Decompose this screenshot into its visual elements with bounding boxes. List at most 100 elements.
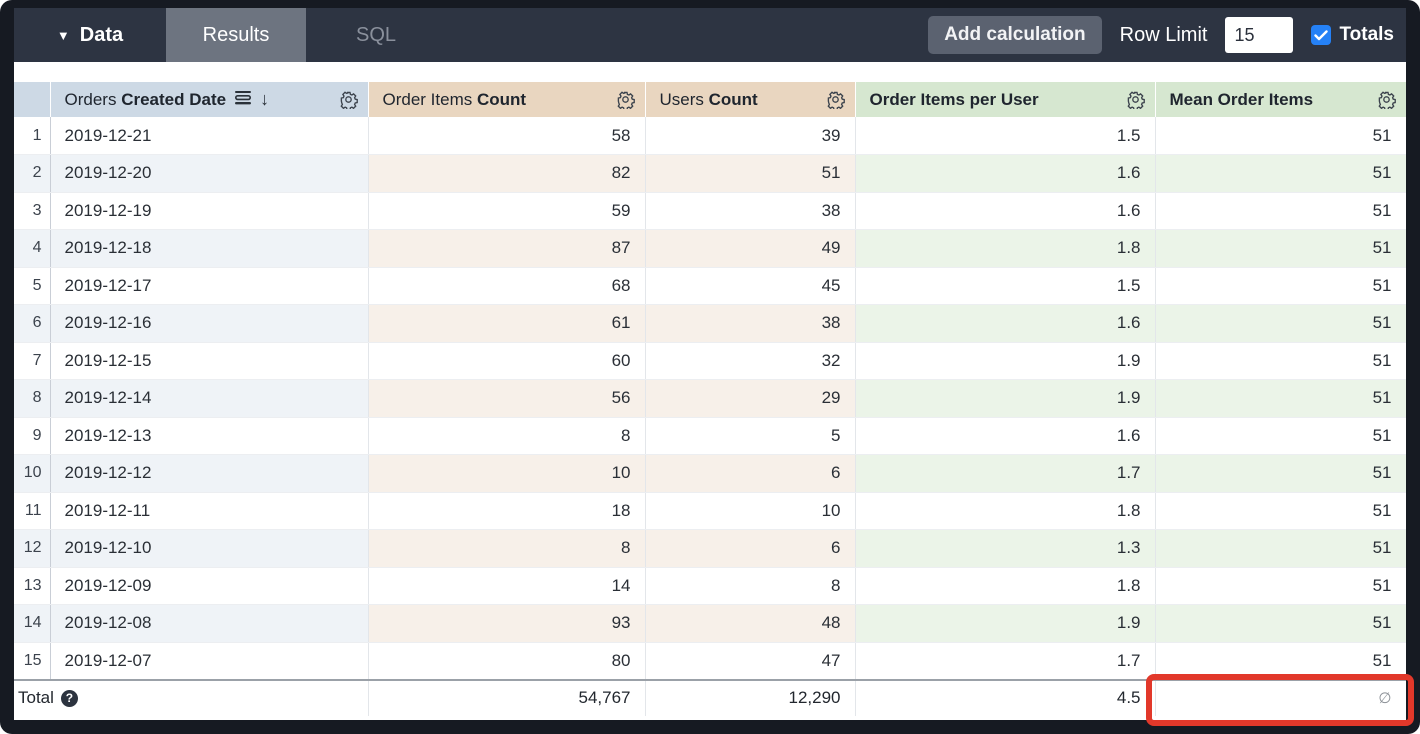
- cell-order-items-per-user[interactable]: 1.5: [855, 117, 1156, 155]
- cell-users-count[interactable]: 38: [645, 192, 856, 230]
- cell-order-items-per-user[interactable]: 1.8: [855, 229, 1156, 268]
- fill-fields-icon[interactable]: [234, 90, 252, 110]
- cell-users-count[interactable]: 48: [645, 604, 856, 643]
- cell-order-items-count[interactable]: 60: [368, 342, 646, 380]
- row-limit-input[interactable]: [1225, 17, 1294, 53]
- help-icon[interactable]: ?: [60, 689, 78, 707]
- cell-order-items-per-user[interactable]: 1.9: [855, 379, 1156, 418]
- cell-order-items-per-user[interactable]: 1.7: [855, 454, 1156, 493]
- cell-order-items-count[interactable]: 14: [368, 567, 646, 605]
- cell-mean-order-items[interactable]: 51: [1155, 492, 1406, 530]
- cell-date[interactable]: 2019-12-20: [50, 154, 369, 193]
- cell-users-count[interactable]: 51: [645, 154, 856, 193]
- cell-users-count[interactable]: 32: [645, 342, 856, 380]
- cell-order-items-count[interactable]: 68: [368, 267, 646, 305]
- cell-date[interactable]: 2019-12-21: [50, 117, 369, 155]
- column-header-orders-created-date[interactable]: Orders Created Date ↓: [50, 82, 369, 117]
- column-header-order-items-per-user[interactable]: Order Items per User: [855, 82, 1156, 117]
- cell-order-items-per-user[interactable]: 1.9: [855, 342, 1156, 380]
- data-section-toggle[interactable]: ▼ Data: [14, 8, 166, 62]
- cell-date[interactable]: 2019-12-09: [50, 567, 369, 605]
- cell-users-count[interactable]: 10: [645, 492, 856, 530]
- cell-users-count[interactable]: 45: [645, 267, 856, 305]
- cell-order-items-count[interactable]: 10: [368, 454, 646, 493]
- cell-order-items-count[interactable]: 8: [368, 529, 646, 568]
- cell-order-items-count[interactable]: 56: [368, 379, 646, 418]
- gear-icon[interactable]: [1377, 90, 1396, 109]
- cell-users-count[interactable]: 39: [645, 117, 856, 155]
- cell-date[interactable]: 2019-12-11: [50, 492, 369, 530]
- cell-order-items-per-user[interactable]: 1.7: [855, 642, 1156, 680]
- cell-mean-order-items[interactable]: 51: [1155, 117, 1406, 155]
- cell-order-items-per-user[interactable]: 1.6: [855, 154, 1156, 193]
- cell-users-count[interactable]: 47: [645, 642, 856, 680]
- table-row: 10 2019-12-12 10 6 1.7 51: [14, 454, 1406, 493]
- cell-mean-order-items[interactable]: 51: [1155, 342, 1406, 380]
- cell-order-items-count[interactable]: 18: [368, 492, 646, 530]
- cell-mean-order-items[interactable]: 51: [1155, 417, 1406, 455]
- cell-order-items-per-user[interactable]: 1.6: [855, 192, 1156, 230]
- gear-icon[interactable]: [339, 90, 358, 109]
- cell-order-items-count[interactable]: 80: [368, 642, 646, 680]
- cell-date[interactable]: 2019-12-13: [50, 417, 369, 455]
- column-label: Order Items per User: [869, 89, 1039, 109]
- cell-users-count[interactable]: 29: [645, 379, 856, 418]
- cell-order-items-count[interactable]: 87: [368, 229, 646, 268]
- cell-mean-order-items[interactable]: 51: [1155, 529, 1406, 568]
- cell-mean-order-items[interactable]: 51: [1155, 267, 1406, 305]
- gear-icon[interactable]: [616, 90, 635, 109]
- cell-date[interactable]: 2019-12-10: [50, 529, 369, 568]
- totals-toggle[interactable]: Totals: [1311, 24, 1394, 46]
- cell-order-items-count[interactable]: 58: [368, 117, 646, 155]
- cell-order-items-per-user[interactable]: 1.8: [855, 567, 1156, 605]
- data-section-label: Data: [79, 23, 124, 46]
- cell-mean-order-items[interactable]: 51: [1155, 154, 1406, 193]
- cell-order-items-per-user[interactable]: 1.8: [855, 492, 1156, 530]
- row-number: 13: [14, 567, 51, 605]
- cell-order-items-count[interactable]: 93: [368, 604, 646, 643]
- column-header-order-items-count[interactable]: Order Items Count: [368, 82, 646, 117]
- cell-users-count[interactable]: 49: [645, 229, 856, 268]
- cell-users-count[interactable]: 38: [645, 304, 856, 343]
- add-calculation-button[interactable]: Add calculation: [928, 16, 1102, 54]
- cell-order-items-count[interactable]: 61: [368, 304, 646, 343]
- cell-order-items-per-user[interactable]: 1.6: [855, 417, 1156, 455]
- cell-date[interactable]: 2019-12-07: [50, 642, 369, 680]
- cell-order-items-per-user[interactable]: 1.3: [855, 529, 1156, 568]
- cell-mean-order-items[interactable]: 51: [1155, 604, 1406, 643]
- gear-icon[interactable]: [1126, 90, 1145, 109]
- cell-mean-order-items[interactable]: 51: [1155, 642, 1406, 680]
- cell-order-items-per-user[interactable]: 1.5: [855, 267, 1156, 305]
- cell-date[interactable]: 2019-12-17: [50, 267, 369, 305]
- cell-order-items-count[interactable]: 59: [368, 192, 646, 230]
- cell-date[interactable]: 2019-12-19: [50, 192, 369, 230]
- column-header-mean-order-items[interactable]: Mean Order Items: [1155, 82, 1406, 117]
- totals-checkbox-checked-icon[interactable]: [1311, 25, 1332, 45]
- tab-results[interactable]: Results: [166, 8, 306, 62]
- cell-mean-order-items[interactable]: 51: [1155, 454, 1406, 493]
- tab-sql[interactable]: SQL: [306, 8, 446, 62]
- cell-order-items-per-user[interactable]: 1.9: [855, 604, 1156, 643]
- column-label: Users Count: [659, 89, 758, 109]
- cell-mean-order-items[interactable]: 51: [1155, 567, 1406, 605]
- cell-mean-order-items[interactable]: 51: [1155, 192, 1406, 230]
- cell-mean-order-items[interactable]: 51: [1155, 304, 1406, 343]
- cell-date[interactable]: 2019-12-16: [50, 304, 369, 343]
- cell-date[interactable]: 2019-12-18: [50, 229, 369, 268]
- cell-date[interactable]: 2019-12-08: [50, 604, 369, 643]
- cell-order-items-count[interactable]: 8: [368, 417, 646, 455]
- column-header-users-count[interactable]: Users Count: [645, 82, 856, 117]
- cell-users-count[interactable]: 6: [645, 529, 856, 568]
- cell-mean-order-items[interactable]: 51: [1155, 229, 1406, 268]
- cell-date[interactable]: 2019-12-12: [50, 454, 369, 493]
- gear-icon[interactable]: [826, 90, 845, 109]
- cell-users-count[interactable]: 5: [645, 417, 856, 455]
- cell-date[interactable]: 2019-12-14: [50, 379, 369, 418]
- sort-descending-icon[interactable]: ↓: [260, 89, 270, 109]
- cell-order-items-per-user[interactable]: 1.6: [855, 304, 1156, 343]
- cell-order-items-count[interactable]: 82: [368, 154, 646, 193]
- cell-date[interactable]: 2019-12-15: [50, 342, 369, 380]
- cell-mean-order-items[interactable]: 51: [1155, 379, 1406, 418]
- cell-users-count[interactable]: 8: [645, 567, 856, 605]
- cell-users-count[interactable]: 6: [645, 454, 856, 493]
